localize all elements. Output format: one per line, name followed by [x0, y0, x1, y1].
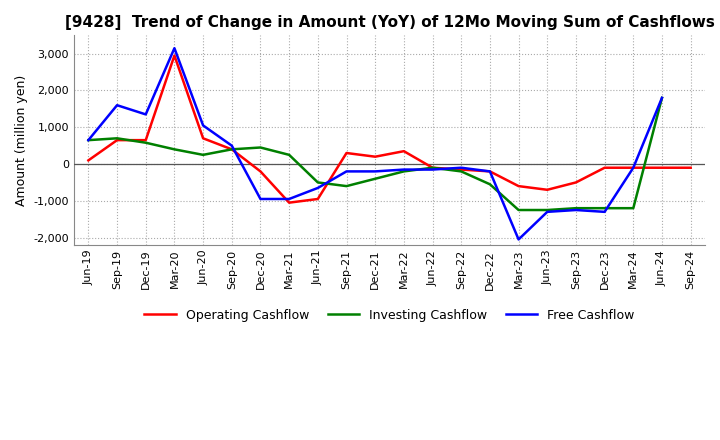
- Investing Cashflow: [371, 176, 379, 181]
- Title: [9428]  Trend of Change in Amount (YoY) of 12Mo Moving Sum of Cashflows: [9428] Trend of Change in Amount (YoY) o…: [65, 15, 714, 30]
- Operating Cashflow: [84, 158, 93, 163]
- Investing Cashflow: [543, 207, 552, 213]
- Free Cashflow: [228, 143, 236, 148]
- Investing Cashflow: [170, 147, 179, 152]
- Free Cashflow: [514, 237, 523, 242]
- Free Cashflow: [543, 209, 552, 214]
- Investing Cashflow: [113, 136, 122, 141]
- Operating Cashflow: [371, 154, 379, 159]
- Investing Cashflow: [514, 207, 523, 213]
- Investing Cashflow: [342, 183, 351, 189]
- Operating Cashflow: [256, 169, 265, 174]
- Free Cashflow: [256, 196, 265, 202]
- Operating Cashflow: [457, 167, 466, 172]
- Investing Cashflow: [629, 205, 638, 211]
- Free Cashflow: [457, 165, 466, 170]
- Investing Cashflow: [228, 147, 236, 152]
- Operating Cashflow: [342, 150, 351, 156]
- Line: Investing Cashflow: Investing Cashflow: [89, 98, 662, 210]
- Investing Cashflow: [600, 205, 609, 211]
- Operating Cashflow: [600, 165, 609, 170]
- Operating Cashflow: [629, 165, 638, 170]
- Line: Free Cashflow: Free Cashflow: [89, 48, 662, 239]
- Free Cashflow: [199, 123, 207, 128]
- Free Cashflow: [313, 185, 322, 191]
- Operating Cashflow: [514, 183, 523, 189]
- Legend: Operating Cashflow, Investing Cashflow, Free Cashflow: Operating Cashflow, Investing Cashflow, …: [140, 304, 639, 327]
- Free Cashflow: [428, 167, 437, 172]
- Operating Cashflow: [428, 165, 437, 170]
- Operating Cashflow: [170, 53, 179, 58]
- Free Cashflow: [371, 169, 379, 174]
- Free Cashflow: [485, 169, 494, 174]
- Free Cashflow: [657, 95, 666, 100]
- Operating Cashflow: [228, 147, 236, 152]
- Operating Cashflow: [113, 138, 122, 143]
- Investing Cashflow: [285, 152, 294, 158]
- Investing Cashflow: [485, 182, 494, 187]
- Investing Cashflow: [84, 138, 93, 143]
- Investing Cashflow: [428, 165, 437, 170]
- Y-axis label: Amount (million yen): Amount (million yen): [15, 74, 28, 206]
- Investing Cashflow: [400, 169, 408, 174]
- Investing Cashflow: [657, 95, 666, 100]
- Operating Cashflow: [657, 165, 666, 170]
- Free Cashflow: [400, 167, 408, 172]
- Free Cashflow: [342, 169, 351, 174]
- Operating Cashflow: [686, 165, 695, 170]
- Operating Cashflow: [572, 180, 580, 185]
- Investing Cashflow: [256, 145, 265, 150]
- Investing Cashflow: [199, 152, 207, 158]
- Free Cashflow: [285, 196, 294, 202]
- Free Cashflow: [572, 207, 580, 213]
- Operating Cashflow: [285, 200, 294, 205]
- Free Cashflow: [629, 165, 638, 170]
- Free Cashflow: [170, 46, 179, 51]
- Free Cashflow: [141, 112, 150, 117]
- Free Cashflow: [84, 138, 93, 143]
- Investing Cashflow: [313, 180, 322, 185]
- Operating Cashflow: [400, 149, 408, 154]
- Investing Cashflow: [457, 169, 466, 174]
- Operating Cashflow: [199, 136, 207, 141]
- Operating Cashflow: [313, 196, 322, 202]
- Line: Operating Cashflow: Operating Cashflow: [89, 55, 690, 203]
- Free Cashflow: [113, 103, 122, 108]
- Operating Cashflow: [141, 138, 150, 143]
- Operating Cashflow: [543, 187, 552, 192]
- Operating Cashflow: [485, 169, 494, 174]
- Investing Cashflow: [141, 140, 150, 145]
- Free Cashflow: [600, 209, 609, 214]
- Investing Cashflow: [572, 205, 580, 211]
